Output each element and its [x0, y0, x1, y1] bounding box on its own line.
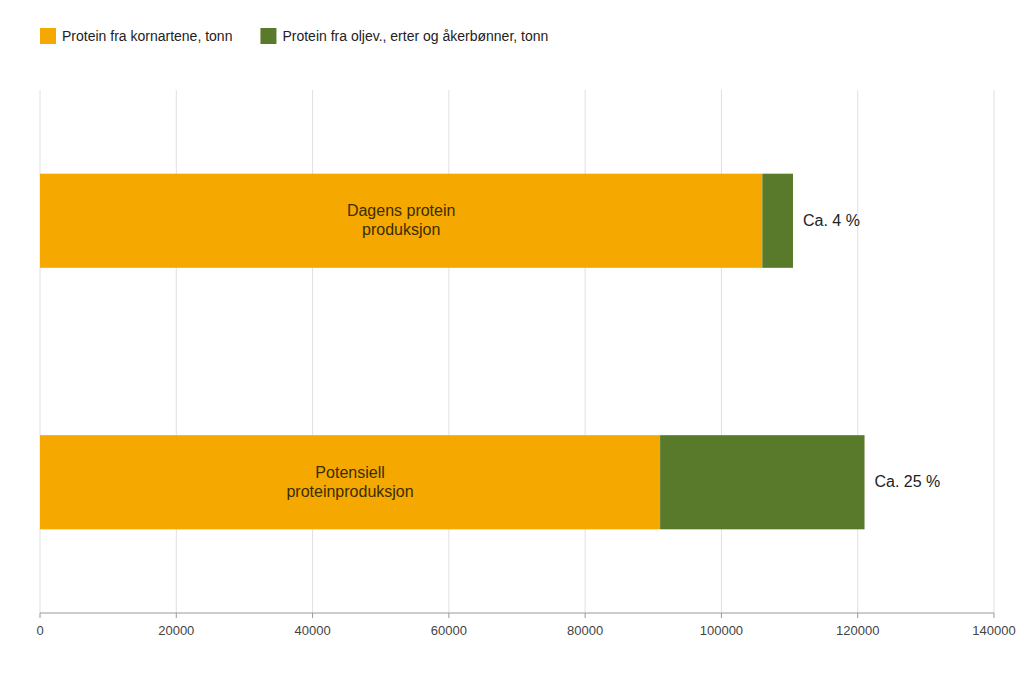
tick-label: 60000 [431, 623, 467, 638]
tick-label: 120000 [836, 623, 879, 638]
tick-label: 100000 [700, 623, 743, 638]
bars [40, 174, 865, 530]
grid-line [585, 90, 586, 613]
category-label: Dagens proteinproduksjon [347, 202, 456, 238]
grid-line [857, 90, 858, 613]
chart-container: 0 20000 40000 60000 80000 100000 120000 140000 D… [0, 0, 1024, 673]
chart-svg: 0 20000 40000 60000 80000 100000 120000 140000 D… [0, 0, 1024, 673]
tick-label: 140000 [972, 623, 1015, 638]
legend-swatch [260, 28, 276, 44]
annotation: Ca. 25 % [875, 473, 941, 490]
category-label: Potensiellproteinproduksjon [286, 464, 413, 500]
tick-mark [994, 613, 995, 618]
legend: Protein fra kornartene, tonn Protein fra … [40, 28, 548, 44]
tick-label: 20000 [158, 623, 194, 638]
labels: Dagens proteinproduksjon Ca. 4 % Potensiel… [286, 202, 940, 500]
tick-mark [857, 613, 858, 618]
tick-mark [40, 613, 41, 618]
legend-label: Protein fra kornartene, tonn [62, 28, 232, 44]
tick-label: 0 [36, 623, 43, 638]
x-axis-line [40, 613, 994, 614]
bar-segment [762, 174, 793, 268]
bar-segment [40, 435, 660, 529]
grid-line [448, 90, 449, 613]
grid [40, 90, 994, 613]
legend-label: Protein fra oljev., erter og åkerbønner,… [282, 28, 548, 44]
grid-line [721, 90, 722, 613]
tick-label: 80000 [567, 623, 603, 638]
grid-line [176, 90, 177, 613]
bar-segment [660, 435, 864, 529]
tick-mark [448, 613, 449, 618]
bar-segment [40, 174, 762, 268]
grid-line [312, 90, 313, 613]
tick-mark [721, 613, 722, 618]
grid-line [40, 90, 41, 613]
tick-label: 40000 [294, 623, 330, 638]
x-axis: 0 20000 40000 60000 80000 100000 120000 140000 [36, 613, 1015, 638]
annotation: Ca. 4 % [803, 212, 860, 229]
tick-mark [585, 613, 586, 618]
grid-line [994, 90, 995, 613]
tick-mark [176, 613, 177, 618]
tick-mark [312, 613, 313, 618]
legend-swatch [40, 28, 56, 44]
